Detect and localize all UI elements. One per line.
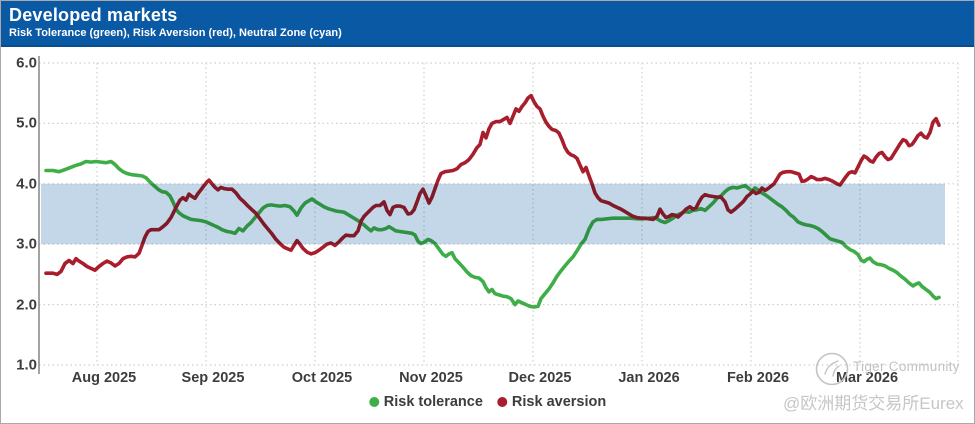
x-tick-label: Dec 2025 bbox=[508, 370, 572, 386]
y-tick-label: 2.0 bbox=[16, 296, 37, 314]
legend-label: Risk tolerance bbox=[383, 394, 483, 410]
y-tick-label: 4.0 bbox=[16, 175, 37, 193]
legend-dot-icon bbox=[496, 397, 507, 407]
x-tick-label: Aug 2025 bbox=[71, 370, 137, 386]
legend-label: Risk aversion bbox=[511, 394, 607, 410]
y-tick-label: 5.0 bbox=[16, 114, 37, 132]
x-tick-label: Nov 2025 bbox=[399, 370, 463, 386]
y-tick-label: 6.0 bbox=[16, 54, 37, 72]
legend-item-risk-tolerance: Risk tolerance bbox=[368, 394, 483, 410]
x-tick-label: Oct 2025 bbox=[291, 370, 353, 386]
page-title: Developed markets bbox=[9, 5, 178, 25]
chart-header: Developed markets Risk Tolerance (green)… bbox=[1, 1, 974, 47]
y-tick-label: 1.0 bbox=[16, 356, 37, 374]
x-tick-label: Sep 2025 bbox=[181, 370, 245, 386]
chart-subtitle: Risk Tolerance (green), Risk Aversion (r… bbox=[9, 27, 342, 39]
x-tick-label: Mar 2026 bbox=[835, 370, 899, 386]
legend-dot-icon bbox=[368, 397, 379, 407]
x-tick-label: Jan 2026 bbox=[618, 370, 680, 386]
chart-legend: Risk tolerance Risk aversion bbox=[368, 394, 607, 410]
legend-item-risk-aversion: Risk aversion bbox=[496, 394, 607, 410]
neutral-zone-band bbox=[41, 183, 945, 245]
x-tick-label: Feb 2026 bbox=[726, 370, 790, 386]
y-tick-label: 3.0 bbox=[16, 235, 37, 253]
